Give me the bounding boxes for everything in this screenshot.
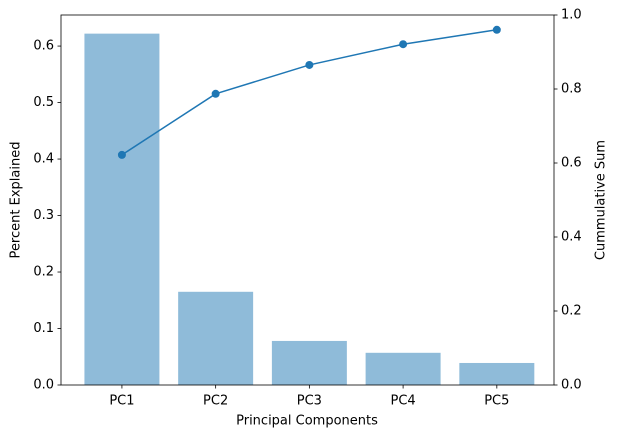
y2-axis-label: Cummulative Sum xyxy=(594,140,609,260)
bar xyxy=(271,340,347,385)
y-tick-label: 0.3 xyxy=(33,208,54,223)
y-tick-label: 0.6 xyxy=(33,39,54,54)
y-tick-label: 0.2 xyxy=(33,265,54,280)
y-tick-label: 0.1 xyxy=(33,321,54,336)
y-tick-label: 0.4 xyxy=(33,152,54,167)
point xyxy=(117,150,126,159)
y-tick-label: 0.5 xyxy=(33,95,54,110)
y2-tick-label: 0.8 xyxy=(561,82,582,97)
line xyxy=(121,29,497,156)
point xyxy=(305,60,314,69)
y-axis-label: Percent Explained xyxy=(9,142,24,259)
plot-frame xyxy=(60,14,555,386)
y-tick-label: 0.0 xyxy=(33,378,54,393)
bar xyxy=(365,352,441,385)
y2-tick-label: 0.4 xyxy=(561,230,582,245)
x-tick-label: PC5 xyxy=(484,394,509,409)
y2-tick-label: 0.6 xyxy=(561,156,582,171)
bar xyxy=(84,33,160,385)
y2-tick-label: 1.0 xyxy=(561,8,582,23)
x-tick-label: PC3 xyxy=(297,394,322,409)
x-tick-label: PC4 xyxy=(391,394,416,409)
x-axis-label: Principal Components xyxy=(236,414,378,429)
point xyxy=(492,25,501,34)
bar xyxy=(178,291,254,385)
x-tick-label: PC1 xyxy=(109,394,134,409)
y2-tick-label: 0.2 xyxy=(561,304,582,319)
bar xyxy=(459,362,535,385)
point xyxy=(399,40,408,49)
y2-tick-label: 0.0 xyxy=(561,378,582,393)
point xyxy=(211,89,220,98)
x-tick-label: PC2 xyxy=(203,394,228,409)
